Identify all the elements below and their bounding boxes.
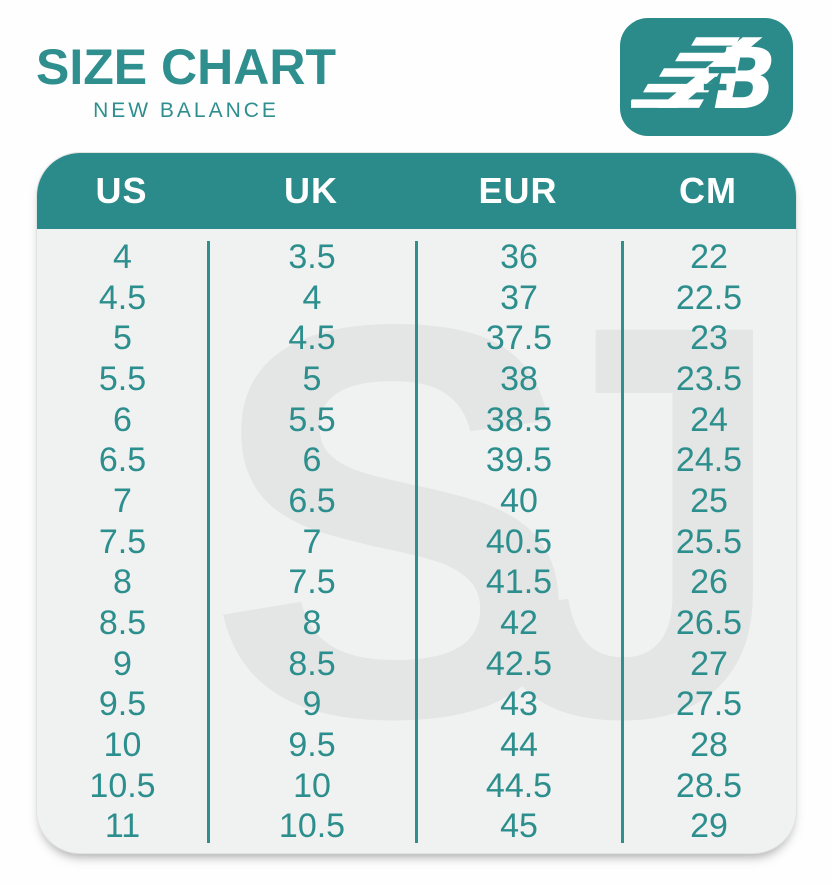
size-cell-us: 11 <box>104 807 141 846</box>
size-cell-us: 9.5 <box>98 685 147 724</box>
table-rows: 4 3.5 36 22 4.5 4 37 22.5 5 4.5 37.5 23 5.5 5 38 23.5 6 5… <box>37 237 796 847</box>
column-divider-eur-cm <box>621 241 624 843</box>
column-header-us: US <box>95 169 148 211</box>
size-cell-uk: 8 <box>302 603 322 642</box>
size-cell-cm: 22 <box>690 238 728 276</box>
size-cell-eur: 37 <box>500 278 538 317</box>
size-cell-us: 6.5 <box>98 441 147 480</box>
size-cell-eur: 41.5 <box>485 563 553 602</box>
size-cell-us: 4 <box>113 238 132 276</box>
size-cell-eur: 40.5 <box>485 522 553 561</box>
size-cell-uk: 6 <box>302 441 322 480</box>
size-cell-us: 6 <box>113 400 132 439</box>
size-cell-eur: 38.5 <box>485 400 553 439</box>
size-cell-eur: 42.5 <box>485 644 553 683</box>
size-cell-eur: 43 <box>500 685 538 724</box>
size-cell-eur: 44.5 <box>485 766 553 805</box>
table-row: 6.5 6 39.5 24.5 <box>37 440 796 481</box>
size-cell-us: 4.5 <box>98 278 147 317</box>
size-cell-eur: 39.5 <box>485 441 553 480</box>
size-cell-us: 7 <box>113 481 132 520</box>
size-cell-cm: 26.5 <box>675 603 743 642</box>
size-cell-cm: 28 <box>690 725 728 764</box>
page-title: SIZE CHART <box>36 39 336 95</box>
size-cell-cm: 29 <box>690 807 728 846</box>
size-cell-eur: 37.5 <box>485 319 553 358</box>
size-cell-uk: 3.5 <box>288 238 336 276</box>
column-header-eur: EUR <box>478 169 558 211</box>
size-cell-eur: 40 <box>500 481 538 520</box>
column-header-cm: CM <box>679 169 737 211</box>
size-cell-uk: 7 <box>302 522 322 561</box>
table-row: 11 10.5 45 29 <box>37 806 796 847</box>
table-row: 4 3.5 36 22 <box>37 237 796 278</box>
heading-block: SIZE CHART NEW BALANCE <box>36 42 336 123</box>
table-row: 8 7.5 41.5 26 <box>37 562 796 603</box>
size-cell-cm: 23 <box>690 319 728 358</box>
size-cell-eur: 42 <box>500 603 538 642</box>
size-cell-eur: 36 <box>500 238 538 276</box>
size-cell-us: 10.5 <box>89 766 156 805</box>
size-cell-cm: 27 <box>690 644 728 683</box>
size-table-card: US UK EUR CM SJ 4 3.5 36 22 4.5 4 37 22.5 5 4.5 37… <box>36 152 797 854</box>
size-cell-cm: 25 <box>690 481 728 520</box>
table-header-row: US UK EUR CM <box>37 153 796 229</box>
size-cell-uk: 9 <box>302 685 322 724</box>
size-cell-uk: 7.5 <box>288 563 336 602</box>
size-cell-uk: 10.5 <box>278 807 346 846</box>
table-row: 6 5.5 38.5 24 <box>37 400 796 441</box>
size-cell-us: 7.5 <box>98 522 147 561</box>
table-row: 9.5 9 43 27.5 <box>37 684 796 725</box>
column-header-uk: UK <box>284 169 338 211</box>
size-cell-eur: 38 <box>500 359 538 398</box>
table-row: 9 8.5 42.5 27 <box>37 644 796 685</box>
nb-logo-icon: B <box>630 30 777 125</box>
table-row: 4.5 4 37 22.5 <box>37 278 796 319</box>
svg-text:B: B <box>713 30 777 124</box>
size-cell-cm: 26 <box>690 563 728 602</box>
size-cell-uk: 9.5 <box>288 725 336 764</box>
size-cell-us: 8.5 <box>98 603 147 642</box>
size-cell-cm: 28.5 <box>675 766 743 805</box>
table-row: 10.5 10 44.5 28.5 <box>37 766 796 807</box>
size-cell-uk: 5.5 <box>288 400 336 439</box>
column-divider-uk-eur <box>415 241 418 843</box>
size-cell-us: 8 <box>113 563 132 602</box>
size-cell-us: 10 <box>103 725 142 764</box>
size-cell-uk: 10 <box>293 766 331 805</box>
size-cell-uk: 5 <box>302 359 322 398</box>
size-cell-cm: 24 <box>690 400 728 439</box>
table-row: 7 6.5 40 25 <box>37 481 796 522</box>
table-row: 10 9.5 44 28 <box>37 725 796 766</box>
size-cell-eur: 44 <box>500 725 538 764</box>
size-cell-cm: 22.5 <box>675 278 743 317</box>
size-cell-uk: 8.5 <box>288 644 336 683</box>
size-cell-uk: 6.5 <box>288 481 336 520</box>
size-cell-cm: 25.5 <box>675 522 743 561</box>
size-cell-us: 5 <box>113 319 132 358</box>
size-cell-uk: 4.5 <box>288 319 336 358</box>
size-cell-cm: 24.5 <box>675 441 743 480</box>
size-cell-cm: 23.5 <box>675 359 743 398</box>
table-row: 7.5 7 40.5 25.5 <box>37 522 796 563</box>
size-cell-us: 9 <box>113 644 132 683</box>
size-cell-uk: 4 <box>302 278 322 317</box>
table-row: 5 4.5 37.5 23 <box>37 318 796 359</box>
table-row: 8.5 8 42 26.5 <box>37 603 796 644</box>
table-row: 5.5 5 38 23.5 <box>37 359 796 400</box>
page-subtitle: NEW BALANCE <box>93 99 279 122</box>
size-cell-us: 5.5 <box>98 359 147 398</box>
column-divider-us-uk <box>207 241 210 843</box>
new-balance-logo: B <box>620 18 793 136</box>
size-cell-cm: 27.5 <box>675 685 743 724</box>
size-cell-eur: 45 <box>500 807 538 846</box>
